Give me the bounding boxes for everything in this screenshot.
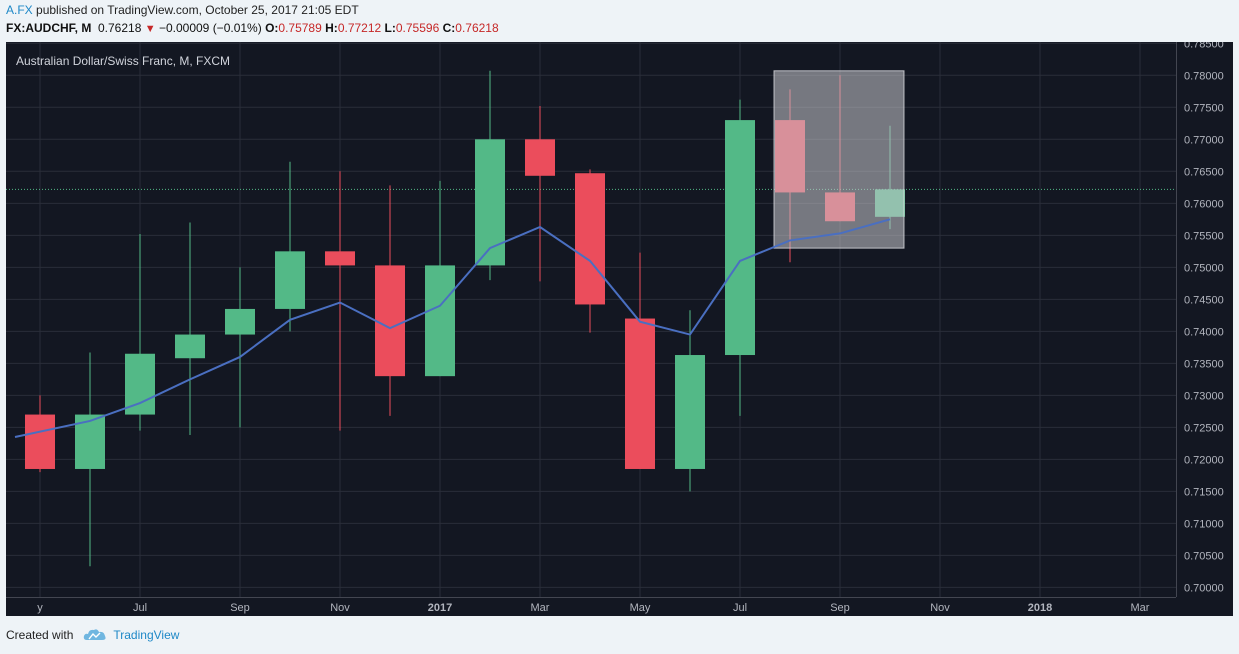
x-tick-label: Mar — [531, 602, 550, 614]
x-tick-label: Jul — [733, 602, 747, 614]
y-tick-label: 0.71500 — [1184, 486, 1224, 498]
y-tick-label: 0.78000 — [1184, 70, 1224, 82]
y-tick-label: 0.72000 — [1184, 454, 1224, 466]
x-tick-label: Jul — [133, 602, 147, 614]
close-value: 0.76218 — [455, 21, 499, 35]
candle-body — [275, 251, 305, 309]
chart-panel[interactable]: 0.78500 0.78000 0.77500 0.77000 0.76500 0.760… — [6, 42, 1233, 616]
candle — [25, 395, 55, 473]
candle-body — [425, 265, 455, 377]
y-tick-label: 0.76500 — [1184, 166, 1224, 178]
open-label: O: — [265, 21, 279, 35]
candle — [575, 169, 605, 333]
y-tick-label: 0.72500 — [1184, 422, 1224, 434]
footer: Created with TradingView — [6, 628, 179, 642]
x-tick-label: 2017 — [428, 602, 452, 614]
y-tick-label: 0.77500 — [1184, 102, 1224, 114]
close-label: C: — [442, 21, 456, 35]
y-tick-label: 0.75000 — [1184, 262, 1224, 274]
y-tick-label: 0.71000 — [1184, 518, 1224, 530]
price-change: −0.00009 (−0.01%) — [158, 21, 262, 35]
candle-body — [125, 353, 155, 415]
candle-body — [375, 265, 405, 377]
y-tick-label: 0.75500 — [1184, 230, 1224, 242]
candle-body — [175, 334, 205, 359]
x-axis: y Jul Sep Nov 2017 Mar May Jul Sep Nov 2018 Mar — [6, 597, 1176, 614]
highlight-box-layer — [773, 70, 905, 249]
high-value: 0.77212 — [337, 21, 382, 35]
x-tick-label: Nov — [330, 602, 350, 614]
x-tick-label: y — [37, 602, 43, 614]
candle — [175, 222, 205, 436]
y-tick-label: 0.74500 — [1184, 294, 1224, 306]
created-with-text: Created with — [6, 628, 74, 642]
author-link[interactable]: A.FX — [6, 3, 33, 17]
plot-background — [6, 42, 1176, 597]
candlestick-chart[interactable]: 0.78500 0.78000 0.77500 0.77000 0.76500 0.760… — [6, 42, 1233, 616]
grid-layer — [6, 42, 1176, 597]
candle-body — [625, 318, 655, 469]
candle-body — [475, 139, 505, 266]
chart-title: Australian Dollar/Swiss Franc, M, FXCM — [16, 54, 230, 68]
candle-body — [675, 355, 705, 469]
low-label: L: — [384, 21, 396, 35]
tradingview-link[interactable]: TradingView — [113, 628, 180, 642]
ohlc-legend: FX:AUDCHF, M 0.76218 ▼ −0.00009 (−0.01%)… — [6, 21, 499, 35]
candle — [125, 234, 155, 431]
tradingview-brand[interactable]: TradingView — [83, 628, 179, 642]
y-tick-label: 0.76000 — [1184, 198, 1224, 210]
candle-body — [575, 173, 605, 305]
y-axis: 0.78500 0.78000 0.77500 0.77000 0.76500 0.760… — [1176, 42, 1224, 597]
y-tick-label: 0.73000 — [1184, 390, 1224, 402]
candle — [525, 106, 555, 282]
y-tick-label: 0.78500 — [1184, 42, 1224, 50]
x-tick-label: Sep — [830, 602, 850, 614]
open-value: 0.75789 — [278, 21, 322, 35]
symbol-label: FX:AUDCHF, M — [6, 21, 92, 35]
candle — [625, 252, 655, 469]
x-tick-label: May — [630, 602, 651, 614]
candle-body — [325, 251, 355, 266]
last-price: 0.76218 — [98, 21, 142, 35]
candle — [425, 180, 455, 377]
triangle-down-icon: ▼ — [144, 23, 156, 35]
candle — [375, 185, 405, 416]
x-tick-label: Nov — [930, 602, 950, 614]
y-tick-label: 0.70500 — [1184, 550, 1224, 562]
moving-average-layer — [14, 218, 891, 438]
candle — [325, 171, 355, 431]
candle-body — [25, 414, 55, 469]
y-tick-label: 0.70000 — [1184, 582, 1224, 594]
publish-text: published on TradingView.com, October 25… — [36, 3, 359, 17]
publish-info: A.FX published on TradingView.com, Octob… — [6, 3, 359, 17]
candle — [275, 161, 305, 332]
x-tick-label: Sep — [230, 602, 250, 614]
y-tick-label: 0.77000 — [1184, 134, 1224, 146]
x-tick-label: Mar — [1131, 602, 1150, 614]
high-label: H: — [325, 21, 338, 35]
candle — [725, 99, 755, 416]
highlight-rectangle — [773, 70, 905, 249]
y-tick-label: 0.73500 — [1184, 358, 1224, 370]
candle — [675, 310, 705, 492]
candle-body — [225, 308, 255, 335]
moving-average-line — [14, 218, 891, 438]
tradingview-cloud-icon — [84, 629, 106, 640]
x-tick-label: 2018 — [1028, 602, 1052, 614]
candle — [225, 267, 255, 428]
y-tick-label: 0.74000 — [1184, 326, 1224, 338]
candle-body — [725, 120, 755, 356]
low-value: 0.75596 — [395, 21, 440, 35]
candle-body — [525, 139, 555, 176]
